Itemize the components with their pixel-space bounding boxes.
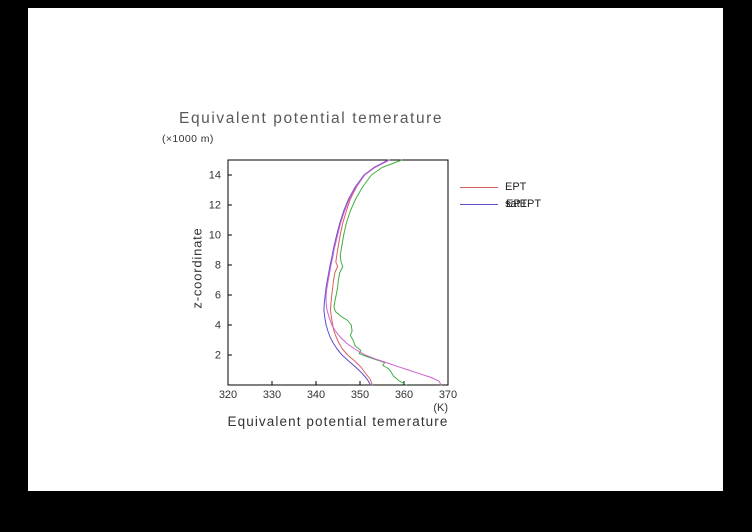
- x-tick-label: 330: [263, 389, 281, 401]
- series-line-satept-2: [323, 159, 389, 386]
- legend-line-ept: [460, 187, 498, 188]
- legend-row-ept: EPT: [460, 179, 541, 196]
- series-line-satept-3: [325, 159, 442, 386]
- y-tick-label: 2: [215, 350, 221, 362]
- y-tick-label: 4: [215, 320, 221, 332]
- legend-row-satept: satEPT EPT: [460, 196, 541, 213]
- x-tick-label: 320: [219, 389, 237, 401]
- x-tick-label: 360: [395, 389, 413, 401]
- legend-line-satept: [460, 204, 498, 205]
- legend-label-satept: satEPT EPT: [505, 199, 541, 210]
- chart-title: Equivalent potential temerature: [179, 110, 444, 127]
- chart-legend: EPT satEPT EPT: [460, 179, 541, 213]
- legend-label-ept: EPT: [505, 181, 527, 193]
- series-line-ept-0: [330, 159, 390, 386]
- y-tick-label: 14: [209, 170, 221, 182]
- y-tick-label: 12: [209, 200, 221, 212]
- x-axis-unit-label: (K): [433, 402, 448, 414]
- legend-label-satept-text: satEPT: [505, 198, 542, 210]
- x-tick-label: 350: [351, 389, 369, 401]
- legend-label-overlap-text: EPT: [506, 198, 528, 210]
- plot-frame: [227, 159, 449, 386]
- chart-area: 320 330 340 350 360 370(K) 2 4 6 8 10 12 14: [209, 159, 457, 414]
- y-tick-label: 10: [209, 230, 221, 242]
- y-axis-unit-label: (×1000 m): [162, 133, 214, 145]
- plot-canvas: [28, 8, 723, 491]
- x-tick-label: 370: [439, 389, 457, 401]
- y-tick-label: 8: [215, 260, 221, 272]
- y-tick-label: 6: [215, 290, 221, 302]
- x-axis-title: Equivalent potential temerature: [227, 414, 449, 429]
- x-tick-label: 340: [307, 389, 325, 401]
